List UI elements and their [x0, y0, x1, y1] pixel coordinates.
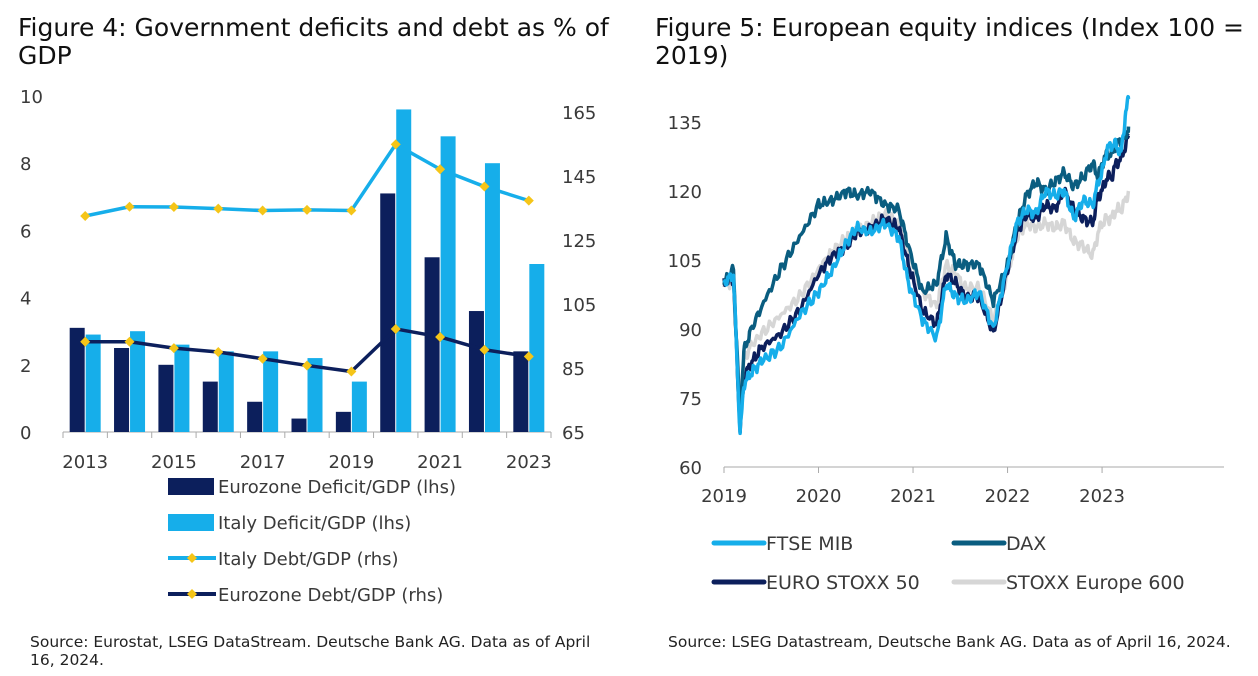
italy-deficit-bar	[218, 351, 234, 432]
figure-4-source: Source: Eurostat, LSEG DataStream. Deuts…	[30, 633, 591, 669]
legend-swatch	[168, 514, 214, 531]
italy-debt-line-marker	[523, 195, 534, 206]
x-tick-label: 2023	[1079, 486, 1125, 507]
figure-4-chart: 0 2 4 6 8 10 65 85 105 125 145 165 2013 2015 2017 2019 2…	[20, 87, 596, 606]
eurozone-debt-line-marker	[257, 353, 268, 364]
y-right-tick-label: 105	[562, 295, 596, 316]
legend-label: DAX	[1006, 533, 1046, 555]
eurozone-debt-line-marker	[346, 366, 357, 377]
ftse-mib-line	[722, 94, 1131, 436]
eurozone-debt-line-marker	[213, 347, 224, 357]
y-left-tick-label: 2	[20, 356, 31, 377]
eurozone-debt-line-marker	[168, 343, 179, 354]
eurozone-debt-line-marker	[124, 336, 135, 347]
eurozone-deficit-bar	[468, 311, 484, 432]
italy-deficit-bar	[529, 264, 545, 432]
italy-debt-line-marker	[257, 205, 268, 216]
y-left-tick-label: 8	[20, 154, 31, 175]
legend-label: EURO STOXX 50	[766, 572, 920, 594]
y-left-tick-label: 10	[20, 87, 43, 108]
x-tick-label: 2015	[151, 452, 197, 473]
y-left-tick-label: 0	[20, 423, 31, 444]
figure-4-title: Figure 4: Government deficits and debt a…	[18, 13, 609, 70]
italy-debt-line-marker	[168, 202, 179, 213]
eurozone-deficit-bar	[335, 411, 351, 432]
x-tick-label: 2017	[240, 452, 286, 473]
y-tick-label: 135	[668, 113, 702, 134]
eurozone-deficit-bar	[513, 351, 529, 432]
legend-label: Italy Deficit/GDP (lhs)	[218, 513, 411, 534]
eurozone-debt-line-marker	[479, 344, 490, 355]
eurozone-deficit-bar	[69, 327, 85, 432]
x-tick-label: 2023	[506, 452, 552, 473]
eurozone-deficit-bar	[202, 381, 218, 432]
legend-marker	[187, 589, 197, 599]
italy-deficit-bar	[396, 109, 412, 432]
y-left-tick-label: 4	[20, 289, 31, 310]
eurozone-debt-line-marker	[302, 360, 312, 371]
x-tick-label: 2019	[328, 452, 374, 473]
y-right-tick-label: 125	[562, 231, 596, 252]
legend-label: Eurozone Deficit/GDP (lhs)	[218, 477, 456, 498]
figure-4-panel: Figure 4: Government deficits and debt a…	[0, 0, 620, 676]
figure-5-panel: Figure 5: European equity indices (Index…	[640, 0, 1258, 676]
y-right-tick-label: 65	[562, 423, 585, 444]
legend-label: FTSE MIB	[766, 533, 853, 555]
legend-label: STOXX Europe 600	[1006, 572, 1185, 594]
y-left-tick-label: 6	[20, 221, 31, 242]
italy-debt-line-marker	[124, 201, 135, 212]
y-tick-label: 60	[679, 458, 702, 479]
italy-deficit-bar	[307, 358, 323, 432]
y-tick-label: 75	[679, 389, 702, 410]
eurozone-deficit-bar	[424, 257, 440, 432]
eurozone-deficit-bar	[380, 193, 396, 432]
italy-debt-line-marker	[80, 211, 91, 221]
eurozone-deficit-bar	[158, 364, 174, 432]
figure-5-title: Figure 5: European equity indices (Index…	[655, 13, 1245, 70]
y-tick-label: 90	[679, 320, 702, 341]
y-right-tick-label: 85	[562, 359, 585, 380]
italy-debt-line-marker	[390, 139, 401, 150]
x-tick-label: 2020	[796, 486, 842, 507]
y-tick-label: 105	[668, 251, 702, 272]
italy-debt-line-marker	[302, 204, 312, 215]
y-right-tick-label: 145	[562, 167, 596, 188]
x-tick-label: 2019	[701, 486, 747, 507]
italy-debt-line-marker	[346, 205, 357, 216]
italy-debt-line-marker	[479, 181, 490, 192]
eurozone-deficit-bar	[114, 348, 130, 432]
legend-swatch	[168, 478, 214, 495]
stoxx-europe-600-line	[722, 190, 1131, 415]
italy-deficit-bar	[130, 331, 146, 432]
italy-deficit-bar	[484, 163, 500, 432]
legend-marker	[187, 553, 197, 563]
legend-label: Eurozone Debt/GDP (rhs)	[218, 585, 443, 606]
figure-5-chart: 2019 2020 2021 2022 2023 60 75 90 105 120 135 FTSE …	[668, 94, 1224, 594]
eurozone-debt-line-marker	[523, 351, 534, 362]
italy-deficit-bar	[85, 334, 101, 432]
x-tick-label: 2021	[890, 486, 936, 507]
x-tick-label: 2013	[62, 452, 108, 473]
legend-label: Italy Debt/GDP (rhs)	[218, 549, 399, 570]
figure-5-source: Source: LSEG Datastream, Deutsche Bank A…	[668, 633, 1231, 651]
x-tick-label: 2021	[417, 452, 463, 473]
italy-deficit-bar	[174, 344, 190, 432]
eurozone-debt-line-marker	[435, 331, 446, 342]
y-tick-label: 120	[668, 182, 702, 203]
italy-debt-line-marker	[435, 164, 446, 175]
dax-line	[722, 126, 1131, 421]
eurozone-debt-line-marker	[390, 323, 401, 334]
italy-debt-line-marker	[213, 203, 224, 214]
italy-deficit-bar	[351, 381, 367, 432]
eurozone-deficit-bar	[291, 418, 307, 432]
x-tick-label: 2022	[985, 486, 1031, 507]
italy-deficit-bar	[440, 136, 456, 432]
eurozone-debt-line-marker	[80, 336, 91, 347]
italy-deficit-bar	[263, 351, 279, 432]
y-right-tick-label: 165	[562, 103, 596, 124]
eurozone-deficit-bar	[247, 401, 263, 432]
